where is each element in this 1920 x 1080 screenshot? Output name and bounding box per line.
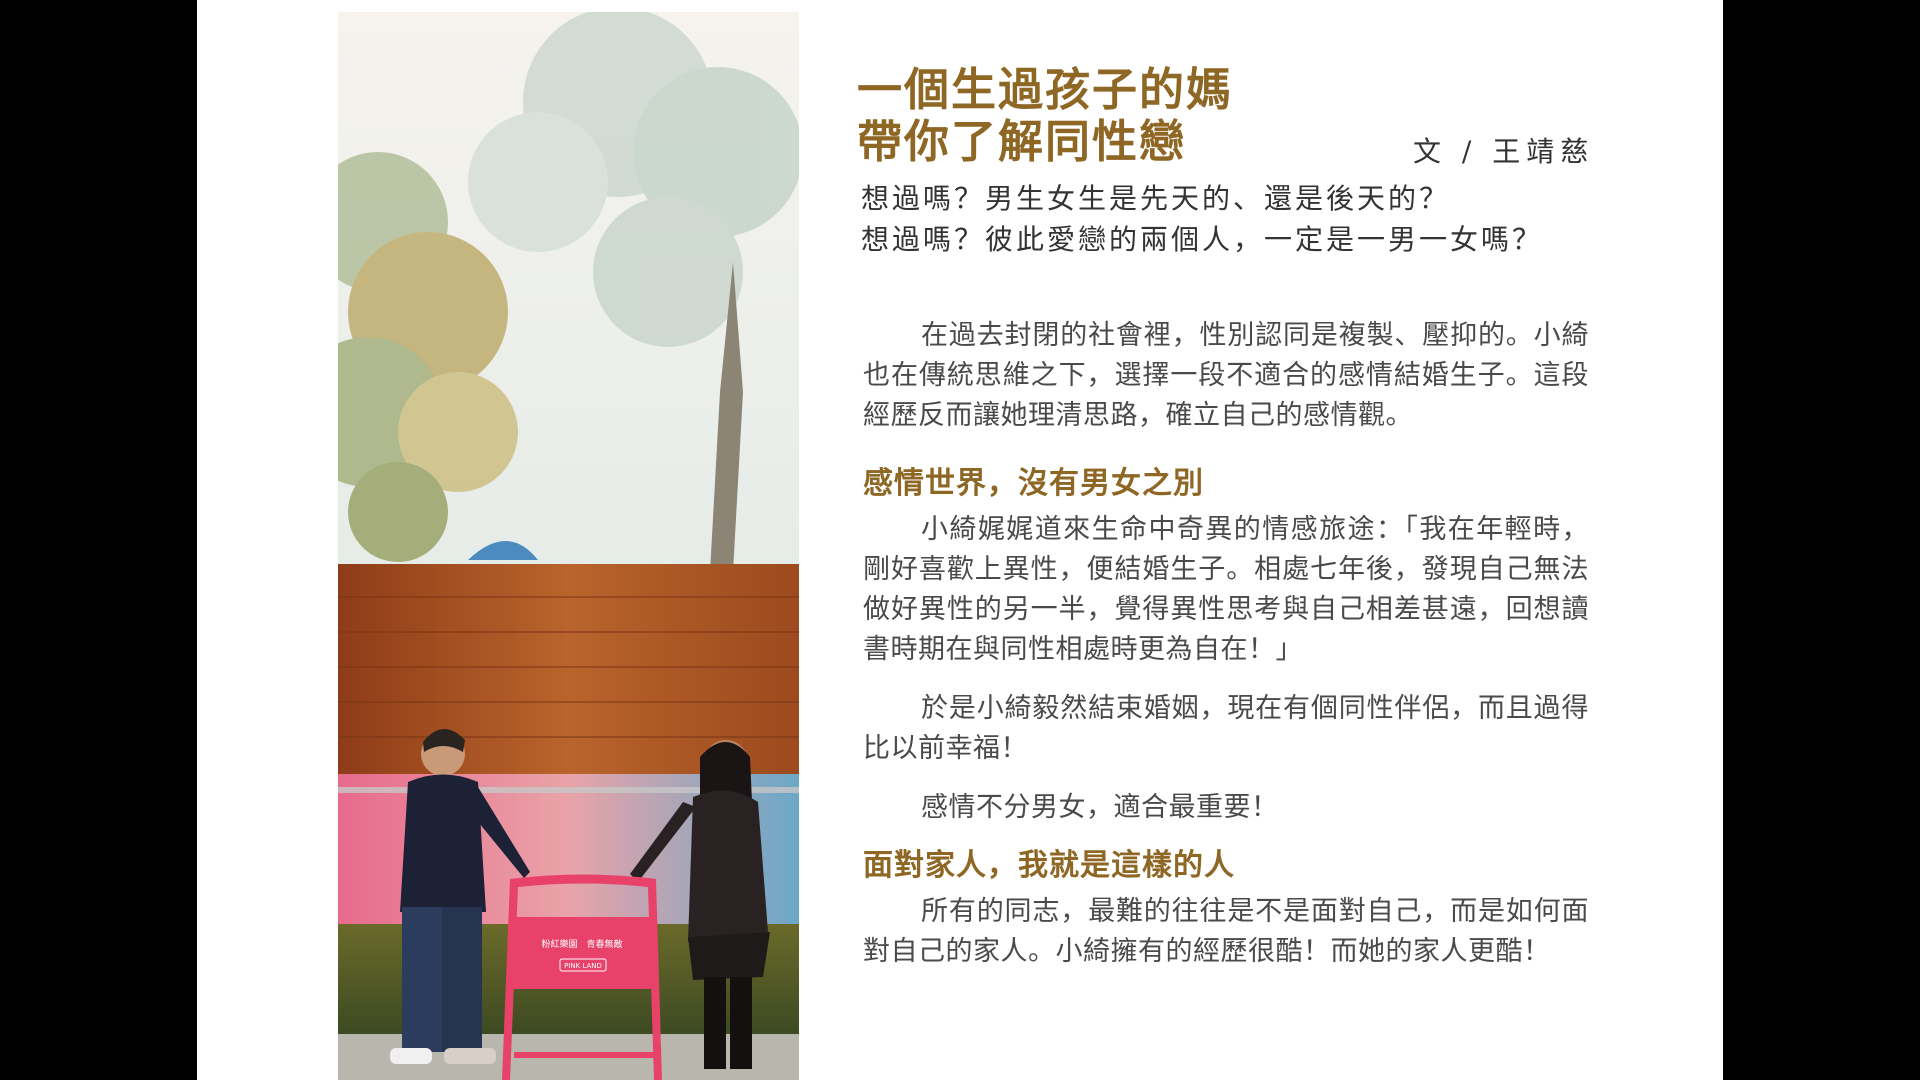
person-right <box>630 740 770 1069</box>
paragraph-5: 所有的同志，最難的往往是不是面對自己，而是如何面對自己的家人。小綺擁有的經歷很酷… <box>863 896 1589 967</box>
sign-text-1: 粉紅樂園 青春無敵 <box>541 938 622 950</box>
paragraph-1: 在過去封閉的社會裡，性別認同是複製、壓抑的。小綺也在傳統思維之下，選擇一段不適合… <box>863 320 1589 431</box>
tree-foliage <box>338 12 799 562</box>
author-byline: 文 / 王靖慈 <box>1413 135 1595 168</box>
wooden-fence <box>338 564 799 774</box>
blue-dome <box>468 541 538 560</box>
section-heading-2: 面對家人，我就是這樣的人 <box>863 848 1235 883</box>
paragraph-4: 感情不分男女，適合最重要！ <box>921 792 1279 823</box>
title-line-2: 帶你了解同性戀 <box>857 115 1187 168</box>
intro-line-2: 想過嗎？彼此愛戀的兩個人，一定是一男一女嗎？ <box>861 223 1544 256</box>
article-photo: 粉紅樂園 青春無敵 PINK LAND <box>338 12 799 1080</box>
person-left <box>390 728 530 1064</box>
section-heading-1: 感情世界，沒有男女之別 <box>863 466 1204 501</box>
photo-illustration: 粉紅樂園 青春無敵 PINK LAND <box>338 12 799 1080</box>
pink-sign: 粉紅樂園 青春無敵 PINK LAND <box>502 874 662 1080</box>
title-line-1: 一個生過孩子的媽 <box>857 63 1234 116</box>
paragraph-3: 於是小綺毅然結束婚姻，現在有個同性伴侶，而且過得比以前幸福！ <box>863 693 1589 764</box>
magazine-page: 粉紅樂園 青春無敵 PINK LAND 一個生過孩子的媽 帶你了解同性戀 文 /… <box>197 0 1723 1080</box>
paragraph-2: 小綺娓娓道來生命中奇異的情感旅途：「我在年輕時，剛好喜歡上異性，便結婚生子。相處… <box>863 514 1589 665</box>
article-title: 一個生過孩子的媽 帶你了解同性戀 <box>857 64 1233 168</box>
intro-line-1: 想過嗎？男生女生是先天的、還是後天的？ <box>861 182 1451 215</box>
intro-block: 想過嗎？男生女生是先天的、還是後天的？ 想過嗎？彼此愛戀的兩個人，一定是一男一女… <box>861 178 1601 260</box>
sign-text-2: PINK LAND <box>564 962 602 970</box>
